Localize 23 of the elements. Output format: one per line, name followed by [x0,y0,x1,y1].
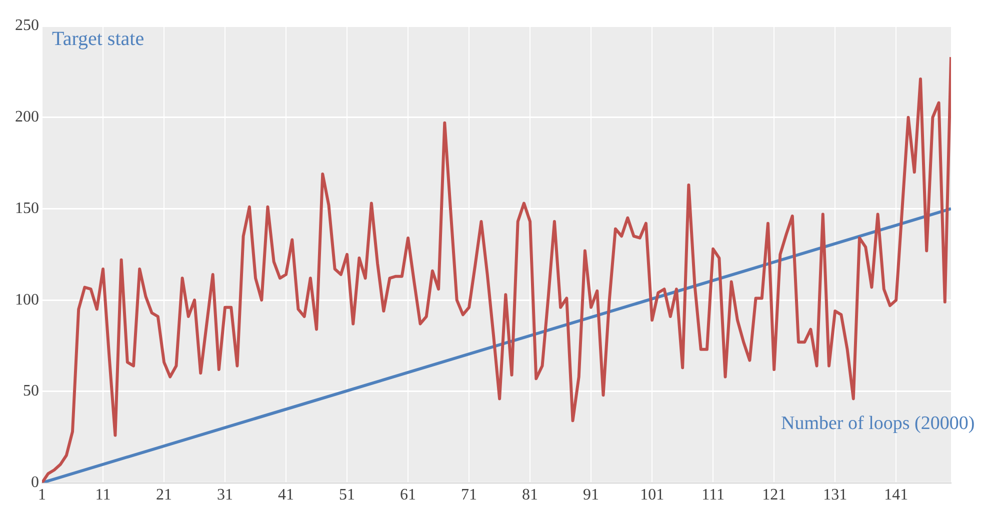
x-tick-label: 1 [38,486,46,504]
y-tick-label: 200 [15,108,39,126]
x-tick-label: 51 [339,486,356,504]
x-tick-label: 91 [583,486,600,504]
x-tick-label: 71 [461,486,478,504]
x-tick-label: 11 [95,486,111,504]
x-tick-label: 101 [640,486,664,504]
annotation: Target state [52,28,144,51]
x-tick-label: 21 [156,486,172,504]
y-tick-label: 150 [15,200,39,217]
x-tick-label: 111 [702,486,724,504]
x-tick-label: 121 [762,486,786,504]
x-tick-label: 61 [400,486,416,504]
x-tick-label: 41 [278,486,294,504]
x-tick-label: 141 [884,486,908,504]
annotation: Number of loops (20000) [781,412,976,436]
y-tick-label: 50 [23,382,39,400]
x-tick-label: 31 [217,486,234,504]
y-tick-label: 250 [15,17,39,34]
x-tick-label: 131 [823,486,848,504]
y-tick-label: 0 [31,474,39,492]
x-tick-label: 81 [522,486,538,504]
y-tick-label: 100 [15,291,39,308]
